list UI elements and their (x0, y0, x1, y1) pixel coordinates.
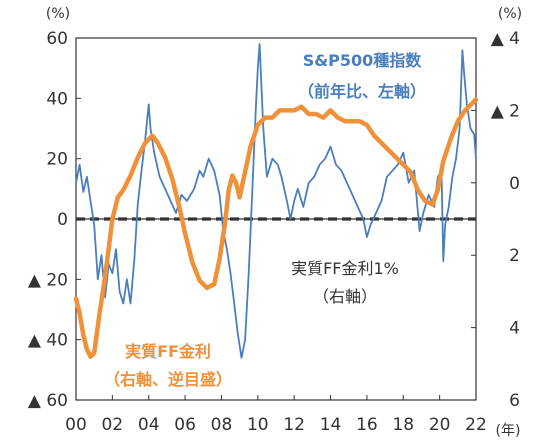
left-tick-label: ▲ 60 (28, 391, 68, 411)
ffrate-series-line (73, 97, 479, 359)
left-tick-label: 0 (57, 210, 68, 230)
ref-line-annotation-title: 実質FF金利1% (291, 259, 399, 278)
left-tick-label: ▲ 20 (28, 270, 68, 290)
x-tick-label: 00 (65, 415, 87, 435)
x-tick-label: 18 (392, 415, 414, 435)
ffrate-annotation-note: （右軸、逆目盛） (104, 370, 232, 389)
x-tick-label: 02 (102, 415, 124, 435)
left-tick-label: 40 (46, 89, 68, 109)
x-tick-label: 06 (174, 415, 196, 435)
x-tick-label: 14 (320, 415, 342, 435)
left-tick-label: 60 (46, 29, 68, 49)
right-tick-label: ▲ 2 (491, 101, 520, 121)
right-tick-label: 6 (509, 391, 520, 411)
x-tick-label: 10 (247, 415, 269, 435)
x-tick-label: 20 (429, 415, 451, 435)
right-tick-label: 4 (509, 319, 520, 339)
right-tick-label: 2 (509, 246, 520, 266)
sp500-annotation-note: （前年比、左軸） (298, 82, 426, 101)
x-unit-label: (年) (496, 423, 521, 439)
left-tick-label: 20 (46, 150, 68, 170)
sp500-series-line (75, 43, 477, 359)
right-unit-label: (%) (498, 6, 522, 22)
x-tick-label: 08 (211, 415, 233, 435)
x-tick-label: 16 (356, 415, 378, 435)
series-layer (73, 43, 479, 359)
left-unit-label: (%) (46, 6, 70, 22)
left-tick-label: ▲ 40 (28, 331, 68, 351)
x-tick-label: 22 (465, 415, 487, 435)
ref-line-annotation-note: （右軸） (313, 287, 377, 306)
x-tick-label: 04 (138, 415, 160, 435)
right-tick-label: ▲ 4 (491, 29, 520, 49)
ffrate-annotation-title: 実質FF金利 (125, 342, 211, 361)
x-tick-label: 12 (283, 415, 305, 435)
right-tick-label: 0 (509, 174, 520, 194)
sp500-annotation-title: S&P500種指数 (303, 51, 423, 70)
